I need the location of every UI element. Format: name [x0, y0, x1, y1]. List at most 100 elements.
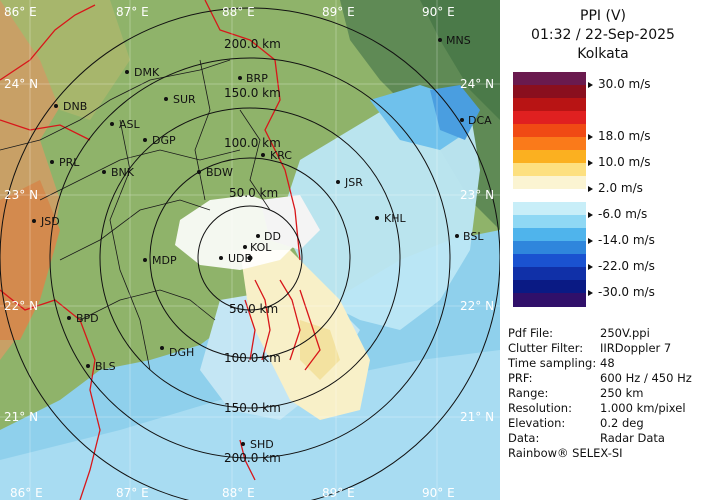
svg-text:BLS: BLS: [95, 360, 116, 373]
lat-label: 22° N: [4, 299, 38, 313]
info-value: 250V.ppi: [600, 326, 650, 340]
colorbar-segment: [513, 124, 586, 138]
colorbar-label: 18.0 m/s: [598, 129, 651, 143]
colorbar-segment: [513, 176, 586, 190]
colorbar-label: 30.0 m/s: [598, 77, 651, 91]
colorbar-label: -14.0 m/s: [598, 233, 655, 247]
info-value: Radar Data: [600, 431, 665, 445]
colorbar-segment: [513, 215, 586, 229]
lon-label: 90° E: [422, 486, 455, 500]
lat-label: 24° N: [4, 77, 38, 91]
city-marker: BNK: [102, 166, 135, 179]
lon-label: 88° E: [222, 486, 255, 500]
ring-label: 150.0 km: [224, 86, 281, 100]
info-key: Pdf File:: [508, 326, 554, 340]
svg-text:BNK: BNK: [111, 166, 135, 179]
colorbar-label: -22.0 m/s: [598, 259, 655, 273]
svg-text:DD: DD: [264, 230, 281, 243]
terrain-ridge: [420, 0, 500, 120]
colorbar-label: -30.0 m/s: [598, 285, 655, 299]
lon-label: 86° E: [10, 486, 43, 500]
svg-text:DMK: DMK: [134, 66, 160, 79]
terrain-plateau: [0, 0, 130, 120]
svg-text:SHD: SHD: [250, 438, 274, 451]
datetime-label: 01:32 / 22-Sep-2025: [531, 27, 675, 43]
lat-labels: 24° N 23° N 22° N 21° N 24° N 23° N 22° …: [4, 77, 494, 424]
info-key: Elevation:: [508, 416, 566, 430]
city-marker: BPD: [67, 312, 99, 325]
svg-text:MDP: MDP: [152, 254, 177, 267]
lon-label: 89° E: [322, 486, 355, 500]
city-marker: BDW: [197, 166, 233, 179]
info-value: 48: [600, 356, 615, 370]
svg-text:BRP: BRP: [246, 72, 268, 85]
info-value: 600 Hz / 450 Hz: [600, 371, 692, 385]
ring-label: 100.0 km: [224, 136, 281, 150]
svg-text:DGH: DGH: [169, 346, 194, 359]
colorbar-segment: [513, 72, 586, 86]
colorbar-segment: [513, 280, 586, 294]
colorbar-tick: [588, 212, 593, 218]
colorbar-segment: [513, 137, 586, 151]
range-rings: [0, 7, 500, 500]
colorbar-segment: [513, 241, 586, 255]
ring-label: 200.0 km: [224, 451, 281, 465]
svg-text:JSR: JSR: [344, 176, 363, 189]
ring-labels: 200.0 km 150.0 km 100.0 km 50.0 km 50.0 …: [224, 37, 281, 465]
city-marker: SHD: [241, 438, 274, 451]
lon-label: 87° E: [116, 486, 149, 500]
svg-text:UDB: UDB: [228, 252, 252, 265]
colorbar-tick: [588, 186, 593, 192]
city-marker: KHL: [375, 212, 406, 225]
info-value: 1.000 km/pixel: [600, 401, 686, 415]
lon-labels: 86° E 87° E 88° E 89° E 90° E 86° E 87° …: [4, 5, 455, 500]
svg-text:JSD: JSD: [40, 215, 60, 228]
radar-site: [247, 255, 253, 261]
city-marker: DD: [256, 230, 281, 243]
lon-label: 89° E: [322, 5, 355, 19]
lat-label: 22° N: [460, 299, 494, 313]
colorbar-segment: [513, 189, 586, 203]
svg-text:BPD: BPD: [76, 312, 99, 325]
lon-label: 88° E: [222, 5, 255, 19]
city-marker: PRL: [50, 156, 80, 169]
colorbar-tick: [588, 290, 593, 296]
colorbar-segment: [513, 228, 586, 242]
radar-map: 86° E 87° E 88° E 89° E 90° E 86° E 87° …: [0, 0, 500, 500]
svg-text:DCA: DCA: [468, 114, 492, 127]
lat-label: 23° N: [4, 188, 38, 202]
info-key: Time sampling:: [508, 356, 597, 370]
city-marker: MNS: [438, 34, 471, 47]
city-marker: KRC: [261, 149, 292, 162]
city-marker: DNB: [54, 100, 87, 113]
colorbar-tick: [588, 238, 593, 244]
city-marker: MDP: [143, 254, 177, 267]
svg-text:DNB: DNB: [63, 100, 87, 113]
city-marker: ASL: [110, 118, 141, 131]
colorbar-segment: [513, 150, 586, 164]
lon-label: 90° E: [422, 5, 455, 19]
colorbar-segment: [513, 85, 586, 99]
svg-text:KOL: KOL: [250, 241, 272, 254]
svg-text:SUR: SUR: [173, 93, 196, 106]
city-marker: DGH: [160, 346, 194, 359]
colorbar-segment: [513, 267, 586, 281]
city-marker: JSR: [336, 176, 363, 189]
product-title: PPI (V): [580, 8, 626, 24]
colorbar-tick: [588, 160, 593, 166]
info-value: IIRDoppler 7: [600, 341, 672, 355]
svg-text:PRL: PRL: [59, 156, 80, 169]
city-marker: BSL: [455, 230, 484, 243]
colorbar-tick: [588, 82, 593, 88]
ring-label: 100.0 km: [224, 351, 281, 365]
ring-label: 50.0 km: [229, 186, 278, 200]
city-marker: KOL: [243, 241, 272, 254]
info-key: Clutter Filter:: [508, 341, 584, 355]
info-key: Resolution:: [508, 401, 572, 415]
colorbar-segment: [513, 111, 586, 125]
svg-text:KHL: KHL: [384, 212, 406, 225]
city-marker: BRP: [238, 72, 268, 85]
velocity-colorbar: [513, 72, 586, 307]
info-key: Range:: [508, 386, 549, 400]
svg-text:DGP: DGP: [152, 134, 176, 147]
